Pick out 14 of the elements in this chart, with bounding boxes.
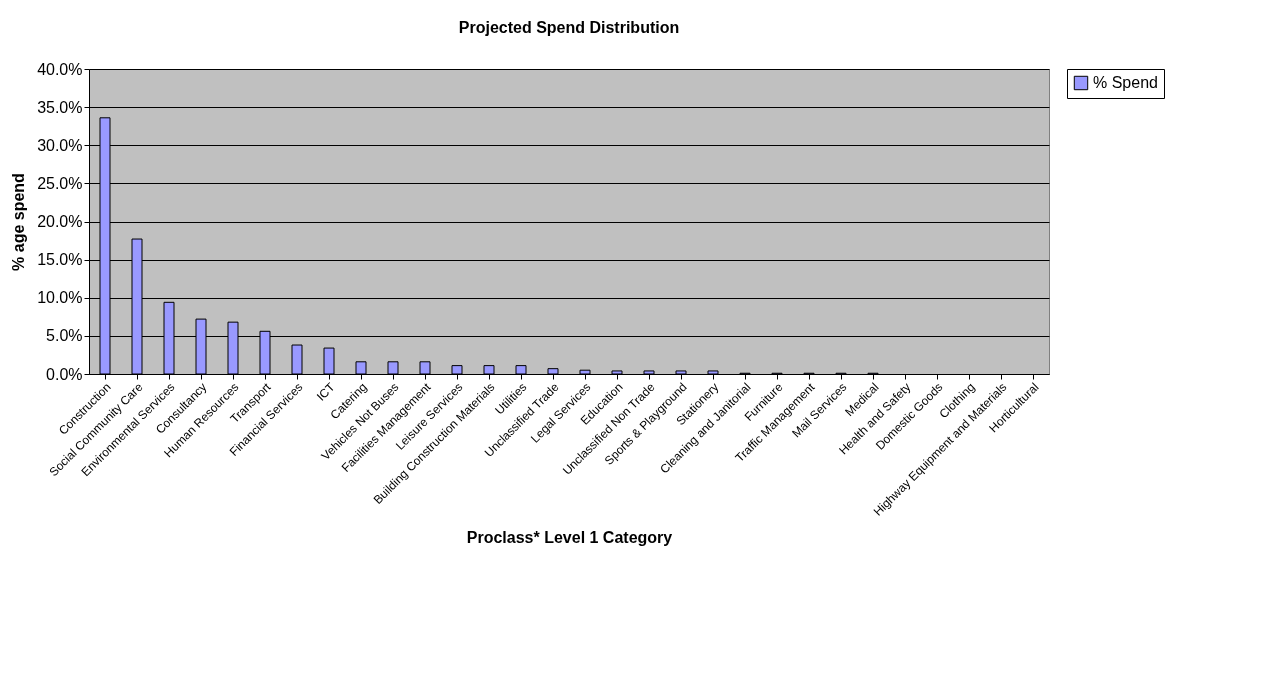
y-tick-label: 40.0% bbox=[37, 60, 83, 78]
chart-title: Projected Spend Distribution bbox=[458, 19, 680, 36]
x-tick-label: ICT bbox=[313, 379, 338, 404]
y-tick-label: 5.0% bbox=[46, 327, 83, 345]
y-tick-label: 0.0% bbox=[46, 365, 83, 383]
y-tick-label: 15.0% bbox=[37, 251, 83, 269]
x-axis-title: Proclass* Level 1 Category bbox=[466, 529, 673, 547]
y-tick-label: 35.0% bbox=[37, 98, 83, 116]
y-tick-label: 10.0% bbox=[37, 289, 83, 307]
legend-label: % Spend bbox=[1093, 74, 1158, 91]
y-axis-title: % age spend bbox=[10, 173, 28, 271]
y-tick-label: 25.0% bbox=[37, 174, 83, 192]
y-tick-label: 20.0% bbox=[37, 213, 83, 230]
y-tick-label: 30.0% bbox=[37, 136, 83, 154]
